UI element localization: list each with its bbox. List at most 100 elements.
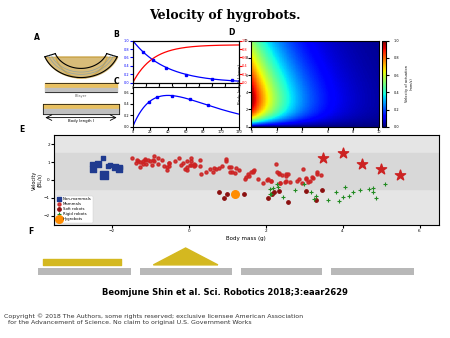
- Mammals: [183, 168, 190, 173]
- Mammals: [196, 157, 203, 163]
- Mammals: [308, 175, 315, 180]
- Mammals: [276, 170, 283, 175]
- Mammals: [265, 176, 272, 181]
- Mammals: [151, 159, 158, 164]
- Mammals: [158, 158, 166, 163]
- Rigid robots: [301, 182, 308, 187]
- Non-mammals: [117, 165, 124, 170]
- Rigid robots: [340, 194, 347, 199]
- Mammals: [132, 161, 140, 166]
- Rigid robots: [279, 194, 286, 200]
- Mammals: [154, 161, 162, 166]
- Rigid robots: [335, 198, 342, 204]
- Mammals: [317, 172, 324, 178]
- Mammals: [181, 166, 189, 171]
- Mammals: [298, 180, 305, 186]
- Soft robots: [270, 190, 277, 195]
- Point: [378, 167, 385, 172]
- Rigid robots: [369, 189, 377, 195]
- Text: B: B: [114, 30, 119, 39]
- Soft robots: [241, 191, 248, 196]
- Soft robots: [269, 192, 276, 197]
- Mammals: [282, 178, 289, 184]
- Mammals: [134, 158, 141, 163]
- Bar: [54, 153, 439, 189]
- Text: Velocity of hygrobots.: Velocity of hygrobots.: [149, 9, 301, 22]
- Mammals: [154, 156, 162, 161]
- Mammals: [276, 180, 284, 185]
- Rigid robots: [274, 182, 281, 187]
- Mammals: [279, 173, 286, 178]
- Soft robots: [285, 199, 292, 204]
- Mammals: [287, 179, 294, 184]
- Mammals: [249, 168, 256, 174]
- Mammals: [283, 173, 290, 179]
- Mammals: [268, 178, 275, 184]
- Mammals: [144, 158, 152, 163]
- Mammals: [273, 161, 280, 166]
- Non-mammals: [89, 162, 96, 167]
- Mammals: [250, 169, 257, 174]
- Soft robots: [302, 188, 310, 194]
- Mammals: [215, 165, 222, 171]
- Mammals: [302, 176, 309, 182]
- Mammals: [150, 154, 158, 159]
- Hygrobots: [231, 192, 239, 197]
- Mammals: [241, 176, 248, 181]
- Rigid robots: [325, 197, 332, 203]
- Mammals: [163, 167, 171, 173]
- Non-mammals: [100, 155, 107, 161]
- Rigid robots: [266, 186, 273, 192]
- Soft robots: [319, 188, 326, 193]
- Mammals: [190, 163, 197, 169]
- Point: [111, 165, 118, 170]
- Mammals: [142, 156, 149, 162]
- Soft robots: [264, 195, 271, 200]
- Mammals: [166, 161, 173, 166]
- Mammals: [188, 162, 195, 167]
- Text: Body length l: Body length l: [68, 119, 94, 123]
- Mammals: [300, 166, 307, 172]
- Mammals: [233, 165, 240, 170]
- Soft robots: [216, 190, 223, 195]
- Mammals: [225, 164, 232, 169]
- Mammals: [210, 169, 217, 175]
- Mammals: [263, 177, 270, 183]
- Mammals: [165, 163, 172, 168]
- Rigid robots: [342, 184, 349, 189]
- Mammals: [133, 157, 140, 163]
- Rigid robots: [333, 189, 340, 194]
- Mammals: [247, 169, 254, 174]
- Mammals: [284, 171, 292, 176]
- Rigid robots: [350, 189, 357, 194]
- Mammals: [293, 178, 301, 184]
- Mammals: [302, 175, 310, 180]
- Mammals: [226, 169, 234, 174]
- Mammals: [140, 159, 147, 164]
- Mammals: [171, 159, 179, 164]
- Mammals: [276, 171, 283, 176]
- Mammals: [235, 167, 243, 172]
- Rigid robots: [269, 186, 276, 191]
- Rigid robots: [356, 187, 364, 193]
- Mammals: [196, 163, 203, 169]
- Rigid robots: [366, 186, 373, 191]
- Mammals: [166, 160, 173, 165]
- Mammals: [255, 176, 262, 182]
- Mammals: [310, 176, 317, 181]
- Mammals: [187, 155, 194, 160]
- Mammals: [295, 176, 302, 182]
- Mammals: [142, 162, 149, 167]
- Rigid robots: [373, 196, 380, 201]
- Mammals: [184, 165, 191, 170]
- Mammals: [305, 179, 312, 185]
- Soft robots: [220, 195, 228, 200]
- Mammals: [202, 170, 209, 175]
- Point: [94, 162, 102, 167]
- Soft robots: [224, 192, 231, 197]
- Rigid robots: [369, 186, 376, 191]
- X-axis label: Body mass (g): Body mass (g): [226, 236, 266, 241]
- Soft robots: [275, 189, 283, 194]
- Mammals: [223, 156, 230, 162]
- Text: A: A: [34, 33, 40, 42]
